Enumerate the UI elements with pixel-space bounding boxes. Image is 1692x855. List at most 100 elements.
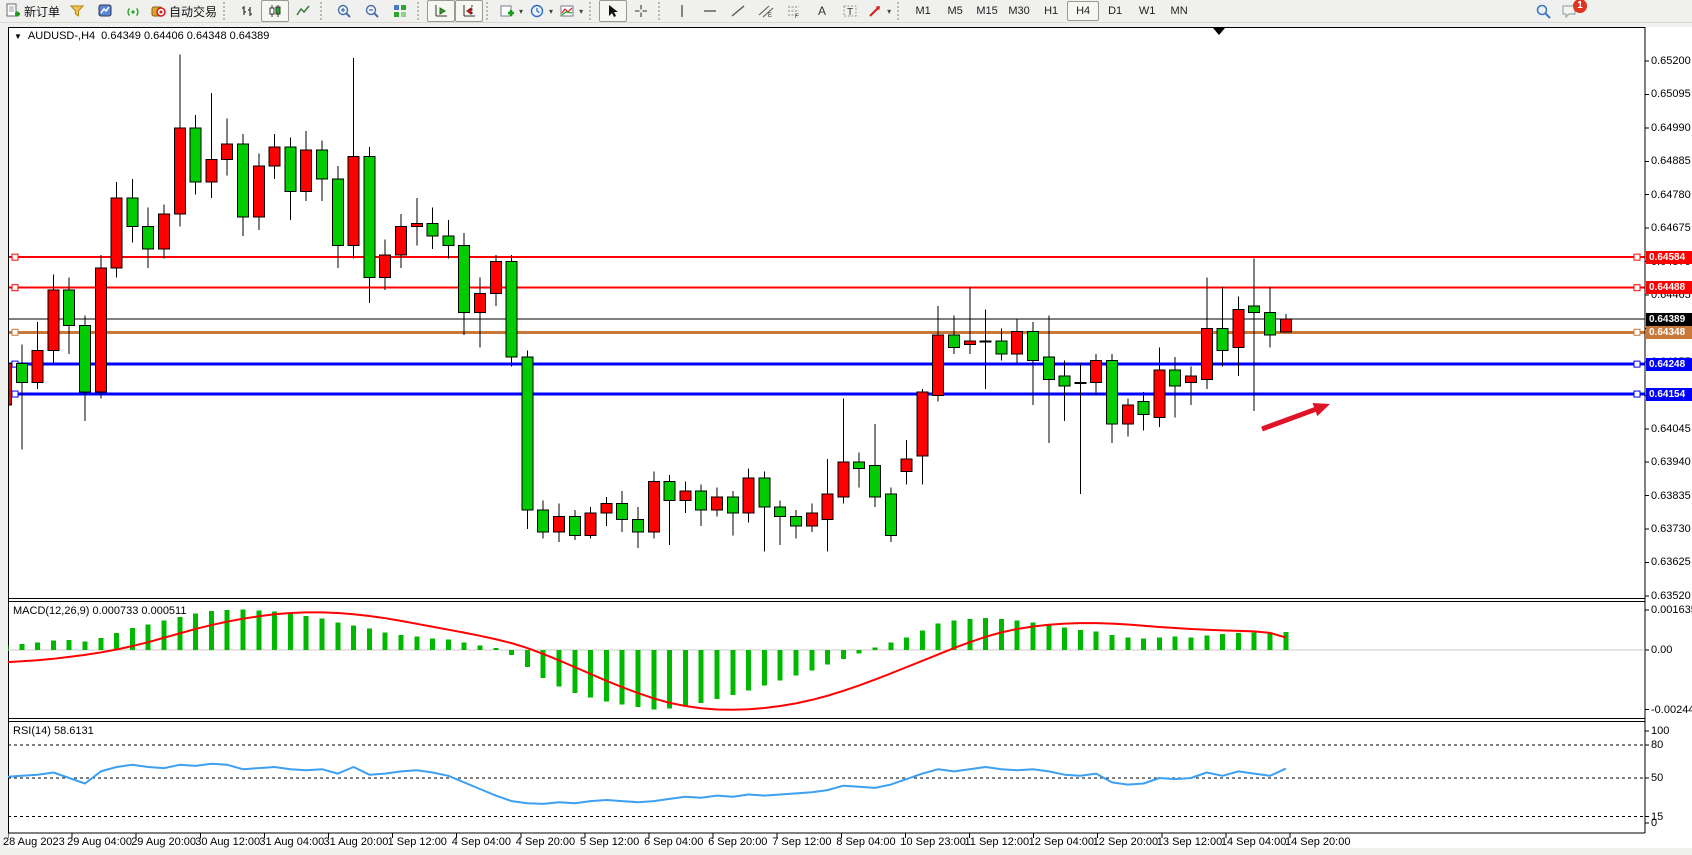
cursor-icon: [605, 3, 621, 19]
resistance-line-1-handle[interactable]: [1633, 253, 1641, 261]
candle: [553, 515, 565, 533]
candle: [316, 149, 328, 180]
candle: [758, 477, 771, 508]
timeframe-button-h1[interactable]: H1: [1044, 5, 1059, 17]
resistance-line-2-handle[interactable]: [11, 284, 19, 292]
time-axis-label: 4 Sep 20:00: [515, 836, 576, 848]
main-toolbar: 新订单 自动交易: [0, 0, 1692, 23]
indicators-button[interactable]: ▾: [496, 0, 526, 22]
timeframe-button-m30[interactable]: M30: [1008, 5, 1030, 17]
candle: [869, 464, 881, 498]
rsi-tick-label: 15: [1651, 810, 1664, 823]
timeframe-button-mn[interactable]: MN: [1170, 5, 1188, 17]
symbol-dropdown-icon[interactable]: ▼: [14, 31, 22, 41]
toolbar-grip[interactable]: [658, 2, 665, 20]
time-axis-label: 5 Sep 12:00: [579, 836, 640, 848]
arrows-tool-button[interactable]: ▾: [864, 0, 894, 22]
vertical-line-icon: [674, 3, 690, 19]
candle: [616, 503, 629, 520]
trendline-tool-button[interactable]: [724, 0, 752, 22]
line-chart-type-button[interactable]: [289, 0, 317, 22]
time-axis-label: 31 Aug 04:00: [259, 836, 325, 848]
chart-shift-marker[interactable]: [1213, 28, 1225, 35]
clock-icon: [529, 3, 545, 19]
toolbar-grip[interactable]: [223, 2, 230, 20]
templates-button[interactable]: ▾: [556, 0, 586, 22]
chart-shift-icon: [461, 3, 477, 19]
text-label-tool-button[interactable]: T: [836, 0, 864, 22]
candlestick-chart-type-button[interactable]: [261, 0, 290, 22]
rsi-tick-label: 50: [1651, 772, 1664, 784]
chart-shift-button[interactable]: [455, 0, 484, 22]
support-line-2-handle[interactable]: [11, 390, 19, 398]
notifications-icon[interactable]: 1: [1560, 0, 1587, 20]
toolbar-grip[interactable]: [486, 2, 493, 20]
periods-button[interactable]: ▾: [526, 0, 556, 22]
auto-scroll-button[interactable]: [427, 0, 456, 22]
svg-text:E: E: [768, 13, 772, 19]
candle: [1027, 331, 1039, 361]
candle: [1200, 327, 1213, 380]
candlestick-icon: [267, 3, 283, 19]
equidistant-channel-tool-button[interactable]: E: [752, 0, 780, 22]
support-line-1-handle[interactable]: [1633, 360, 1641, 368]
resistance-line-2-handle[interactable]: [1633, 284, 1641, 292]
candle: [31, 350, 44, 384]
search-icon[interactable]: [1535, 3, 1552, 20]
candle: [347, 156, 360, 247]
crosshair-tool-button[interactable]: [627, 0, 655, 22]
rsi-indicator-label: RSI(14) 58.6131: [13, 725, 94, 737]
tile-windows-button[interactable]: [386, 0, 414, 22]
toolbar-grip[interactable]: [589, 2, 596, 20]
trend-arrow-head[interactable]: [1312, 402, 1330, 417]
candle: [410, 222, 423, 228]
candle: [1042, 356, 1055, 380]
candle: [284, 146, 297, 193]
timeframe-button-h4[interactable]: H4: [1067, 1, 1100, 21]
toolbar-grip[interactable]: [897, 2, 904, 20]
profile-chart-icon: [97, 3, 113, 19]
candle: [537, 509, 550, 533]
candle: [1248, 305, 1261, 314]
toolbar-grip[interactable]: [320, 2, 327, 20]
pivot-line-handle[interactable]: [1633, 328, 1641, 336]
bar-chart-type-button[interactable]: [233, 0, 261, 22]
text-tool-button[interactable]: A: [808, 0, 836, 22]
zoom-out-button[interactable]: [358, 0, 386, 22]
cursor-tool-button[interactable]: [599, 0, 628, 22]
dropdown-arrow-icon: ▾: [549, 6, 554, 16]
toolbar-grip[interactable]: [417, 2, 424, 20]
price-tick-label: 0.64780: [1651, 188, 1691, 201]
timeframe-button-w1[interactable]: W1: [1138, 5, 1156, 17]
signals-button[interactable]: [119, 0, 147, 22]
new-order-button[interactable]: 新订单: [2, 0, 63, 22]
styler-button[interactable]: [63, 0, 91, 22]
candle: [142, 226, 155, 250]
zoom-in-button[interactable]: [330, 0, 358, 22]
pivot-line-handle[interactable]: [11, 328, 19, 336]
candle: [568, 515, 581, 536]
line-chart-icon: [295, 3, 311, 19]
vertical-line-tool-button[interactable]: [668, 0, 696, 22]
time-axis-label: 4 Sep 04:00: [451, 836, 512, 848]
fibonacci-tool-button[interactable]: F: [780, 0, 808, 22]
resistance-line-1-handle[interactable]: [11, 253, 19, 261]
timeframe-button-d1[interactable]: D1: [1108, 5, 1123, 17]
support-line-2-handle[interactable]: [1633, 390, 1641, 398]
candle: [1011, 331, 1024, 355]
price-chart-canvas[interactable]: [8, 27, 1692, 848]
trend-arrow-annotation[interactable]: [1261, 405, 1322, 432]
indicators-plus-icon: [499, 3, 515, 19]
time-axis-label: 6 Sep 20:00: [708, 836, 768, 848]
auto-trading-button[interactable]: 自动交易: [147, 0, 220, 22]
market-watch-button[interactable]: [91, 0, 119, 22]
price-tick-label: 0.63835: [1651, 489, 1691, 502]
timeframe-button-m5[interactable]: M5: [947, 5, 963, 17]
candle: [1090, 359, 1103, 384]
candle: [932, 334, 945, 396]
timeframe-button-m1[interactable]: M1: [915, 5, 931, 17]
timeframe-button-m15[interactable]: M15: [976, 5, 998, 17]
horizontal-line-tool-button[interactable]: [696, 0, 724, 22]
candle: [805, 512, 818, 527]
candle: [663, 480, 676, 501]
